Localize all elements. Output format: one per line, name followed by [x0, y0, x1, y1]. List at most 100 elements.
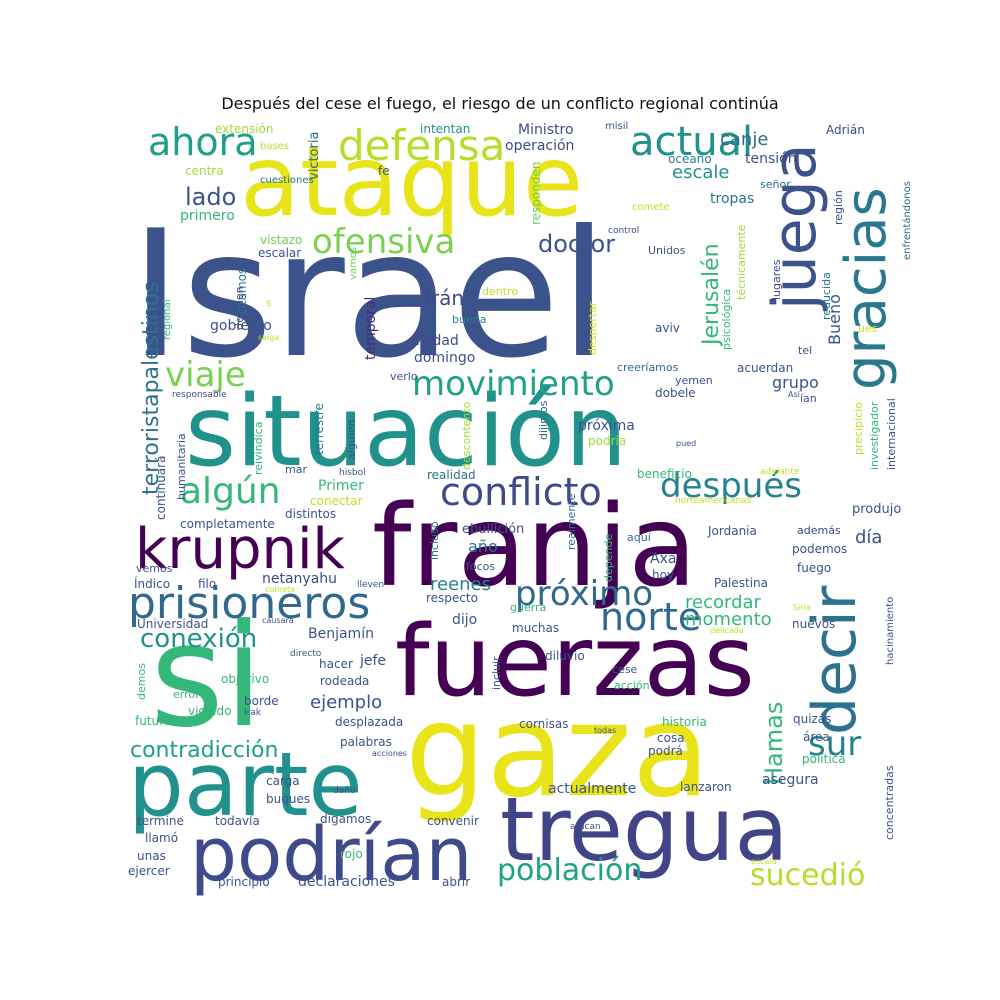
word-183: atacan: [570, 822, 601, 832]
word-36: Jerusalén: [699, 243, 724, 347]
word-163: todas: [594, 726, 616, 735]
word-64: citamos: [235, 268, 249, 315]
word-16: actual: [630, 119, 753, 165]
word-133: respecto: [426, 591, 478, 605]
word-162: cornisas: [519, 717, 568, 731]
word-108: produjo: [852, 502, 901, 517]
word-180: todavía: [215, 814, 260, 828]
word-168: cosa: [657, 731, 685, 745]
word-194: Así: [788, 390, 801, 399]
word-120: netanyahu: [262, 571, 337, 587]
word-90: investigador: [868, 401, 881, 470]
word-174: concentradas: [883, 765, 896, 840]
word-167: acciones: [372, 749, 407, 758]
word-15: defensa: [338, 121, 505, 170]
word-110: incluso: [428, 521, 441, 560]
word-131: hacinamiento: [885, 597, 896, 665]
word-109: ebullición: [462, 522, 524, 537]
word-122: Axa: [650, 551, 676, 567]
word-100: continuará: [154, 456, 168, 520]
word-1: ataque: [240, 125, 583, 239]
word-126: Índico: [134, 576, 170, 591]
chart-title: Después del cese el fuego, el riesgo de …: [221, 94, 779, 113]
word-42: Ministro: [518, 122, 574, 138]
word-28: sur: [808, 724, 861, 764]
word-30: conexión: [140, 624, 257, 654]
word-24: próximo: [515, 574, 653, 614]
word-149: jefe: [359, 653, 386, 669]
word-45: Adrián: [826, 123, 865, 137]
word-141: momento: [685, 609, 772, 630]
word-65: deciden: [233, 286, 246, 330]
word-62: escalar: [258, 246, 301, 260]
word-196: mar: [285, 463, 307, 476]
word-178: daño: [333, 786, 356, 796]
word-14: decir: [800, 585, 870, 735]
word-46: océano: [668, 152, 712, 166]
word-43: intentan: [420, 122, 470, 136]
word-128: lleven: [357, 580, 384, 590]
word-91: internacional: [885, 398, 898, 470]
word-177: buques: [266, 792, 310, 806]
word-97: alguien: [345, 419, 358, 460]
word-153: rodeada: [320, 674, 369, 688]
word-101: realidad: [427, 468, 476, 482]
word-58: comete: [632, 202, 670, 213]
word-140: Benjamín: [308, 626, 374, 642]
word-69: buena: [452, 313, 486, 326]
word-31: contradicción: [130, 738, 278, 763]
word-115: además: [797, 524, 841, 537]
word-88: responsable: [172, 390, 227, 400]
word-169: área: [803, 730, 830, 744]
word-34: doctor: [538, 230, 615, 258]
word-98: descontento: [460, 401, 473, 470]
word-44: misil: [605, 121, 628, 132]
word-192: s: [266, 298, 271, 309]
word-166: palabras: [340, 735, 392, 749]
word-113: día: [855, 527, 882, 548]
word-156: borde: [244, 694, 279, 708]
word-50: extensión: [215, 122, 274, 136]
word-6: si: [150, 594, 263, 759]
word-188: ejercer: [128, 864, 170, 878]
word-150: incluir: [490, 656, 503, 690]
word-191: abrir: [442, 875, 470, 889]
word-3: franja: [372, 482, 697, 612]
word-19: movimiento: [412, 364, 615, 404]
word-10: krupnik: [135, 517, 346, 582]
word-59: control: [608, 226, 639, 236]
word-66: regional: [162, 299, 173, 340]
word-181: digamos: [320, 812, 371, 826]
word-92: próxima: [578, 418, 635, 434]
word-164: historia: [662, 715, 707, 729]
word-103: adelante: [760, 467, 800, 477]
word-71: técnicamente: [735, 224, 748, 300]
word-41: operación: [505, 138, 574, 154]
word-54: centra: [185, 164, 224, 178]
word-130: Palestina: [714, 576, 768, 590]
word-96: reivindica: [252, 422, 265, 475]
word-70: despertar: [586, 301, 599, 355]
word-48: región: [832, 190, 845, 225]
word-148: hacer: [319, 657, 353, 671]
word-61: vistazo: [260, 233, 302, 247]
word-119: vemos: [136, 562, 173, 575]
word-57: responden: [529, 162, 543, 225]
word-175: actualmente: [548, 781, 636, 797]
word-32: terroristapalestinos: [139, 281, 164, 495]
word-114: Jordania: [707, 524, 757, 538]
word-81: tel: [798, 344, 812, 357]
word-95: terrestre: [312, 403, 326, 455]
word-39: tensión: [745, 151, 797, 167]
word-12: juega: [760, 144, 830, 312]
word-158: Irak: [244, 708, 262, 718]
word-38: escale: [672, 162, 729, 183]
word-147: demos: [135, 663, 148, 700]
word-155: error: [173, 688, 200, 701]
word-21: después: [660, 466, 802, 506]
word-197: hisbol: [339, 468, 366, 478]
word-86: dobele: [655, 386, 696, 400]
word-121: focos: [466, 560, 495, 573]
word-37: canje: [720, 129, 768, 150]
